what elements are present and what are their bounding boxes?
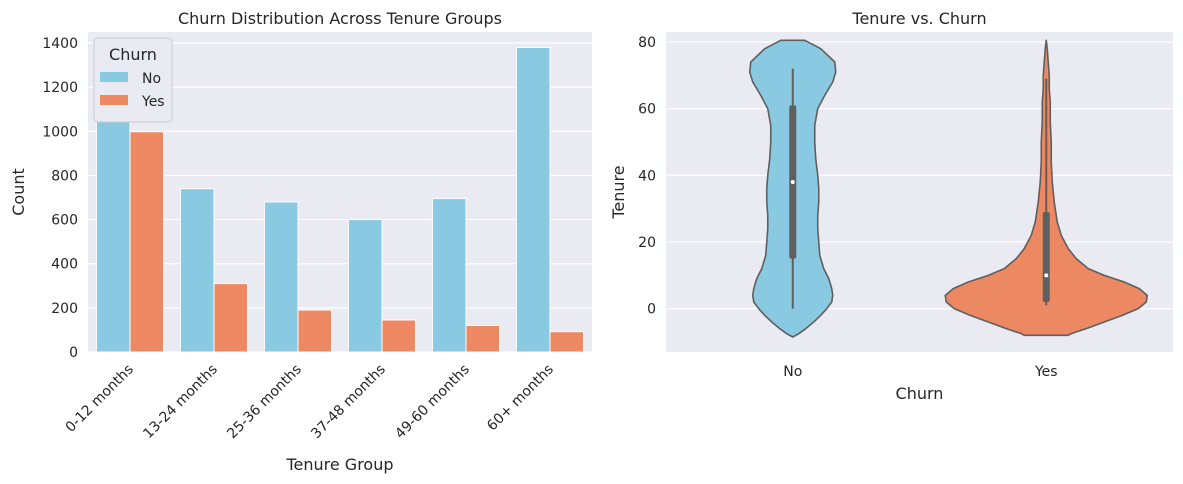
median-point <box>790 180 795 184</box>
x-ticks: 0-12 months 13-24 months 25-36 months 37-48… <box>63 362 557 443</box>
bar-yes-5 <box>549 331 585 353</box>
bar-no-2 <box>263 201 299 353</box>
y-tick-label: 0 <box>69 345 78 361</box>
x-tick-label: 25-36 months <box>224 362 305 443</box>
bar-no-3 <box>347 219 383 353</box>
y-tick-label: 600 <box>51 213 78 229</box>
legend-label-yes: Yes <box>141 94 165 110</box>
legend-title: Churn <box>109 45 157 64</box>
violins <box>748 39 1149 338</box>
x-tick-label: 60+ months <box>484 362 557 435</box>
legend-swatch-yes <box>100 95 128 105</box>
x-ticks: No Yes <box>783 364 1057 380</box>
bar-yes-2 <box>297 309 333 353</box>
legend-label-no: No <box>142 71 161 87</box>
y-tick-label: 800 <box>51 168 78 184</box>
iqr-box <box>1042 212 1050 302</box>
y-tick-label: 1000 <box>42 124 78 140</box>
violin-chart: 0 20 40 60 80 No Yes Tenure vs. Churn Churn T… <box>609 9 1173 403</box>
bar-yes-4 <box>465 325 501 353</box>
grid <box>666 41 1173 310</box>
x-tick-label: 37-48 months <box>308 362 389 443</box>
bar-no-5 <box>515 46 551 353</box>
bar-yes-0 <box>129 131 165 353</box>
legend-swatch-no <box>100 72 128 82</box>
x-axis-label: Tenure Group <box>285 455 393 474</box>
y-axis-label: Tenure <box>609 165 628 219</box>
x-tick-label: Yes <box>1034 364 1058 380</box>
bar-chart: 0 200 400 600 800 1000 1200 1400 0-12 months 13-… <box>9 9 592 474</box>
median-point <box>1044 273 1049 278</box>
y-tick-label: 1200 <box>42 80 78 96</box>
bars <box>95 46 585 353</box>
y-axis-label: Count <box>9 168 28 216</box>
y-tick-label: 0 <box>647 302 656 318</box>
x-tick-label: 0-12 months <box>63 362 137 436</box>
legend: Churn No Yes <box>93 37 173 123</box>
bar-yes-1 <box>213 283 249 353</box>
x-tick-label: 13-24 months <box>140 362 221 443</box>
chart-title: Churn Distribution Across Tenure Groups <box>178 9 502 28</box>
bar-no-4 <box>431 198 467 353</box>
bar-yes-3 <box>381 319 417 353</box>
bar-no-0 <box>95 115 131 353</box>
y-ticks: 0 20 40 60 80 <box>638 35 656 318</box>
y-tick-label: 20 <box>638 235 656 251</box>
y-tick-label: 200 <box>51 301 78 317</box>
bar-no-1 <box>179 188 215 353</box>
y-tick-label: 400 <box>51 257 78 273</box>
x-axis-label: Churn <box>896 384 944 403</box>
y-tick-label: 60 <box>638 102 656 118</box>
chart-title: Tenure vs. Churn <box>851 9 986 28</box>
x-tick-label: No <box>783 364 802 380</box>
y-ticks: 0 200 400 600 800 1000 1200 1400 <box>42 36 78 361</box>
y-tick-label: 80 <box>638 35 656 51</box>
x-tick-label: 49-60 months <box>392 362 473 443</box>
y-tick-label: 1400 <box>42 36 78 52</box>
y-tick-label: 40 <box>638 168 656 184</box>
